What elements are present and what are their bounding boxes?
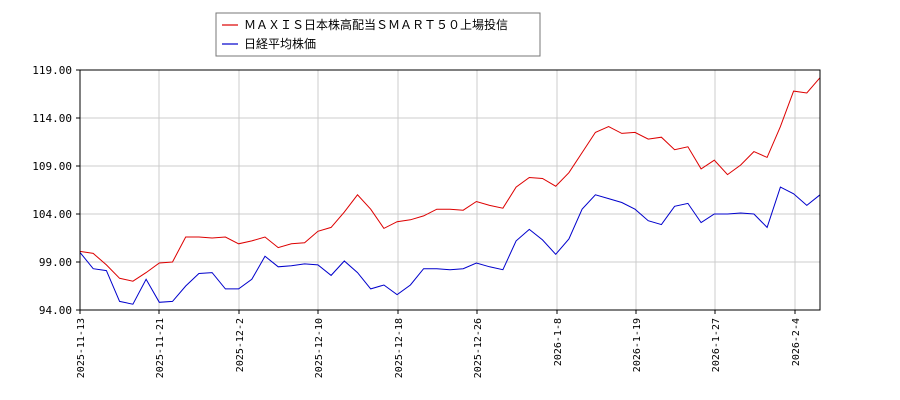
- y-axis: 94.00 99.00 104.00 109.00 114.00 119.00: [32, 64, 80, 317]
- y-tick-label: 114.00: [32, 112, 72, 125]
- y-tick-label: 99.00: [39, 256, 72, 269]
- x-tick-label: 2026-2-4: [791, 318, 802, 366]
- legend-label-0: ＭＡＸＩＳ日本株高配当ＳＭＡＲＴ５０上場投信: [244, 17, 508, 32]
- y-tick-label: 109.00: [32, 160, 72, 173]
- x-tick-label: 2025-12-2: [235, 318, 246, 372]
- x-tick-label: 2025-11-13: [76, 318, 87, 378]
- x-tick-label: 2026-1-27: [711, 318, 722, 372]
- x-tick-label: 2025-12-10: [314, 318, 325, 378]
- x-tick-label: 2025-12-18: [394, 318, 405, 378]
- plot-frame: [79, 69, 821, 311]
- x-tick-label: 2026-1-8: [553, 318, 564, 366]
- legend-label-1: 日経平均株価: [244, 36, 316, 51]
- legend-box: [215, 12, 541, 57]
- grid: [79, 69, 820, 311]
- y-tick-label: 104.00: [32, 208, 72, 221]
- y-tick-label: 119.00: [32, 64, 72, 77]
- x-tick-label: 2025-11-21: [155, 318, 166, 378]
- x-axis: 2025-11-13 2025-11-21 2025-12-2 2025-12-10 2…: [76, 310, 802, 378]
- series-line-1: [79, 186, 821, 305]
- legend: ＭＡＸＩＳ日本株高配当ＳＭＡＲＴ５０上場投信 日経平均株価: [215, 12, 541, 57]
- y-tick-label: 94.00: [39, 304, 72, 317]
- series-layer: [79, 77, 821, 305]
- x-tick-label: 2025-12-26: [473, 318, 484, 378]
- x-tick-label: 2026-1-19: [632, 318, 643, 372]
- series-line-0: [79, 77, 821, 282]
